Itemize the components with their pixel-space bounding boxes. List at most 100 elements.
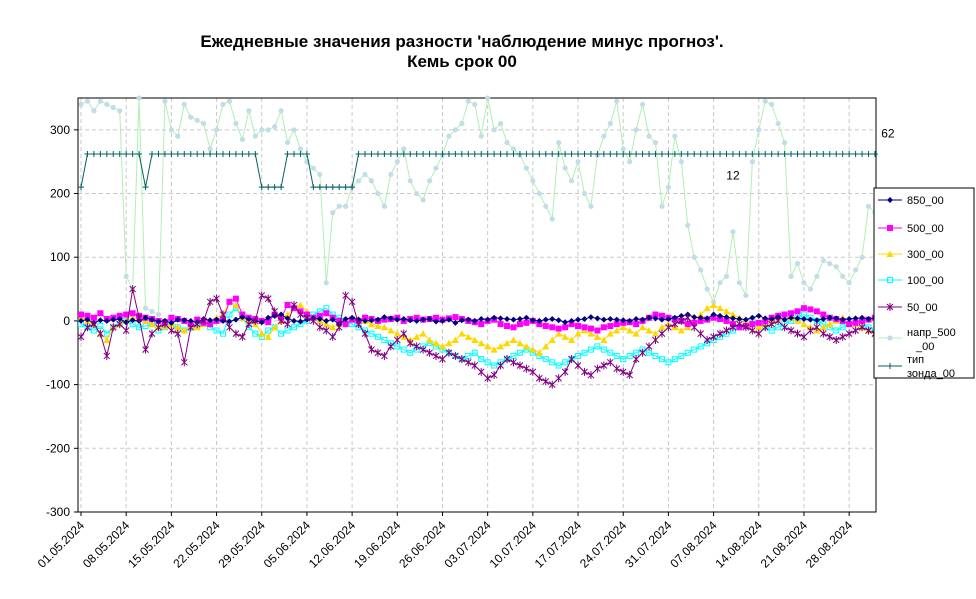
data-point bbox=[297, 151, 304, 158]
series-тип-зонда_00 bbox=[78, 151, 878, 191]
data-point bbox=[548, 336, 556, 344]
data-point bbox=[401, 146, 407, 152]
data-point bbox=[362, 317, 369, 324]
data-point bbox=[536, 190, 542, 197]
data-point bbox=[329, 184, 336, 191]
data-point bbox=[393, 330, 401, 337]
data-point bbox=[594, 327, 601, 334]
data-point bbox=[226, 98, 233, 104]
data-point bbox=[220, 317, 227, 324]
data-point bbox=[781, 311, 788, 318]
data-point bbox=[201, 120, 207, 127]
data-point bbox=[484, 374, 492, 383]
data-point bbox=[820, 316, 827, 323]
data-point bbox=[251, 316, 259, 325]
data-point bbox=[639, 151, 646, 158]
data-point bbox=[516, 339, 524, 347]
data-point bbox=[761, 323, 769, 332]
data-point bbox=[729, 311, 737, 318]
data-point bbox=[562, 151, 569, 158]
data-point bbox=[90, 320, 98, 329]
data-point bbox=[381, 314, 388, 321]
data-point bbox=[606, 330, 614, 337]
data-point bbox=[756, 127, 762, 133]
data-point bbox=[581, 190, 588, 197]
data-point bbox=[342, 291, 350, 300]
data-point bbox=[400, 329, 408, 338]
data-point bbox=[632, 355, 640, 364]
data-point bbox=[297, 318, 304, 325]
data-point bbox=[362, 151, 369, 158]
data-point bbox=[535, 374, 543, 383]
data-point bbox=[400, 346, 407, 353]
legend-item: тип зонда_00 bbox=[878, 354, 955, 380]
data-point bbox=[433, 318, 440, 325]
data-point bbox=[451, 336, 459, 344]
data-point bbox=[788, 310, 795, 317]
data-point bbox=[788, 314, 795, 321]
data-point bbox=[168, 314, 175, 321]
data-point bbox=[775, 151, 782, 158]
legend-label: 500_00 bbox=[907, 223, 944, 235]
data-point bbox=[220, 151, 227, 158]
x-tick-label: 08.05.2024 bbox=[80, 518, 133, 571]
data-point bbox=[491, 314, 498, 321]
data-point bbox=[155, 151, 162, 158]
data-point bbox=[807, 306, 814, 313]
data-point bbox=[581, 324, 588, 331]
data-point bbox=[316, 316, 323, 323]
data-point bbox=[846, 321, 853, 328]
data-point bbox=[200, 316, 207, 325]
data-point bbox=[226, 318, 233, 325]
legend-marker bbox=[886, 303, 894, 311]
data-point bbox=[497, 321, 504, 328]
data-point bbox=[394, 316, 401, 323]
data-point bbox=[413, 151, 420, 158]
data-point bbox=[672, 133, 678, 139]
data-point bbox=[581, 349, 588, 356]
data-point bbox=[129, 151, 136, 158]
data-point bbox=[258, 319, 265, 326]
series-layer bbox=[77, 95, 879, 389]
data-point bbox=[310, 165, 316, 171]
data-point bbox=[187, 151, 194, 158]
data-point bbox=[129, 317, 136, 324]
data-point bbox=[729, 323, 737, 332]
data-point bbox=[813, 317, 820, 324]
y-tick-label: -200 bbox=[46, 441, 70, 455]
data-point bbox=[652, 311, 659, 318]
data-point bbox=[497, 120, 504, 127]
data-point bbox=[161, 320, 169, 329]
data-point bbox=[800, 316, 807, 323]
data-point bbox=[413, 342, 421, 351]
data-point bbox=[542, 356, 549, 363]
data-point bbox=[504, 316, 511, 323]
data-point bbox=[678, 159, 684, 165]
data-point bbox=[407, 178, 413, 184]
data-point bbox=[826, 314, 833, 321]
x-tick-label: 01.05.2024 bbox=[35, 518, 88, 571]
data-point bbox=[471, 151, 478, 158]
data-point bbox=[600, 336, 608, 344]
plot-area-border bbox=[77, 97, 877, 513]
data-point bbox=[491, 127, 497, 133]
data-point bbox=[639, 101, 646, 107]
data-point bbox=[555, 330, 563, 337]
data-point bbox=[497, 361, 504, 370]
data-point bbox=[859, 254, 865, 260]
x-axis: 01.05.202408.05.202415.05.202422.05.2024… bbox=[35, 512, 855, 571]
data-point bbox=[168, 326, 175, 335]
data-point bbox=[781, 139, 788, 146]
data-point bbox=[846, 280, 852, 286]
x-tick-label: 31.07.2024 bbox=[622, 518, 675, 571]
data-point bbox=[607, 323, 614, 330]
data-point bbox=[613, 352, 620, 359]
data-point bbox=[646, 133, 652, 139]
data-point bbox=[852, 319, 859, 326]
data-point bbox=[374, 348, 382, 357]
data-point bbox=[220, 330, 227, 337]
legend-marker bbox=[887, 197, 893, 203]
data-point bbox=[801, 280, 807, 286]
data-point bbox=[213, 316, 220, 323]
data-point bbox=[136, 151, 143, 158]
